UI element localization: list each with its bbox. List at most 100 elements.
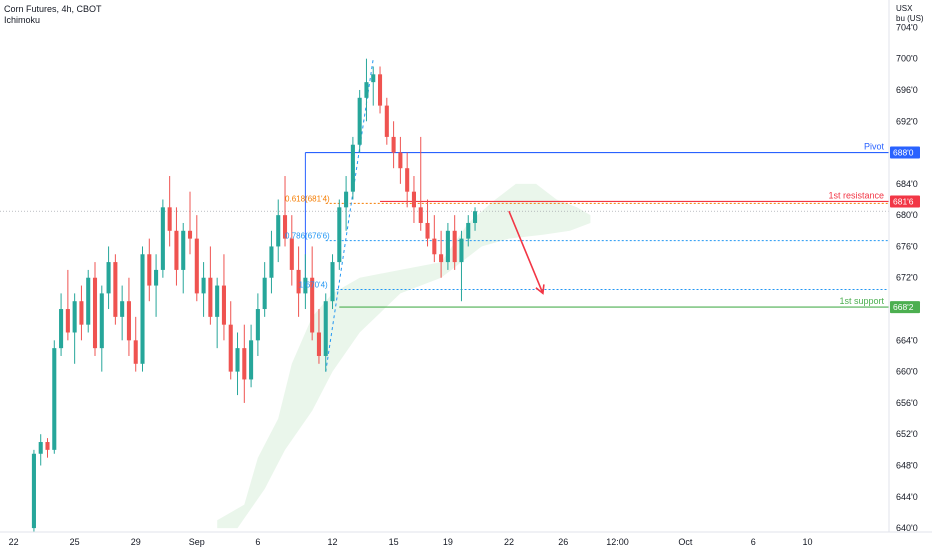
price-tag-text-0: 688'0 [893,148,914,158]
price-tags-layer: 688'0 681'6 668'2 [890,146,920,314]
candle-body-49 [364,82,369,98]
y-tick-label-5: 684'0 [896,179,918,189]
candle-body-58 [425,222,430,239]
level-name-0: Pivot [864,142,885,152]
candle-body-9 [92,277,98,349]
candle-body-14 [126,301,131,341]
candle-body-31 [242,348,247,380]
price-axis[interactable]: 704'0 700'0 696'0 692'0 688'0 684'0 680'0 676'0… [896,22,918,533]
x-tick-label-5: 12 [328,537,338,547]
y-tick-label-15: 644'0 [896,492,918,502]
candle-body-18 [154,269,159,286]
y-tick-label-0: 704'0 [896,22,918,32]
x-tick-label-1: 25 [70,537,80,547]
x-tick-label-13: 10 [803,537,813,547]
symbol-title[interactable]: Corn Futures, 4h, CBOT [4,4,102,14]
labels-layer: Pivot 1st resistance 1st support 0.618(681'… [285,142,884,307]
candle-body-47 [350,144,355,192]
x-tick-label-7: 19 [443,537,453,547]
currency-line1: USX [896,4,913,13]
x-tick-label-2: 29 [131,537,141,547]
candle-body-10 [99,293,104,349]
candle-body-39 [296,269,301,294]
candle-body-43 [323,301,328,356]
candle-body-63 [459,238,464,263]
x-tick-label-10: 12:00 [606,537,629,547]
candle-body-48 [357,97,362,145]
candle-body-45 [337,207,342,263]
chart-header: Corn Futures, 4h, CBOT Ichimoku [4,4,102,26]
candle-body-61 [445,230,450,263]
candle-body-41 [310,277,315,333]
y-tick-label-8: 672'0 [896,273,918,283]
candle-body-13 [120,301,125,317]
candle-body-59 [432,238,437,255]
candle-body-15 [133,340,138,364]
candles-layer [31,58,478,532]
price-tag-bg-1 [890,195,920,208]
x-tick-label-6: 15 [389,537,399,547]
x-tick-label-0: 22 [9,537,19,547]
y-tick-label-1: 700'0 [896,54,918,64]
candle-body-35 [269,246,274,278]
candle-body-32 [249,340,254,380]
y-tick-label-2: 696'0 [896,85,918,95]
indicator-label[interactable]: Ichimoku [4,15,41,25]
candle-body-12 [113,262,118,317]
x-tick-label-3: Sep [189,537,205,547]
y-tick-label-16: 640'0 [896,523,918,533]
candle-body-33 [255,309,260,341]
level-name-1: 1st resistance [828,190,884,200]
candle-body-21 [174,230,179,270]
price-tag-bg-2 [890,301,920,314]
candle-body-23 [187,230,193,239]
candle-body-28 [221,285,226,325]
candle-body-29 [228,324,233,372]
candle-body-24 [194,238,199,294]
candle-body-56 [411,191,416,208]
level-name-2: 1st support [839,296,884,306]
price-tag-text-1: 681'6 [893,196,914,206]
y-tick-label-12: 656'0 [896,398,918,408]
candle-body-42 [316,332,321,356]
candle-body-62 [452,230,457,263]
candle-body-2 [45,442,50,450]
candle-body-54 [398,152,403,169]
x-tick-label-4: 6 [255,537,260,547]
x-tick-label-11: Oct [678,537,693,547]
y-tick-label-3: 692'0 [896,116,918,126]
candle-body-19 [160,207,165,270]
level-lines-layer [0,58,889,372]
candle-body-44 [330,262,335,302]
y-tick-label-7: 676'0 [896,241,918,251]
candle-body-26 [208,277,213,317]
fib-label-1: 0.786(676'6) [285,232,330,241]
y-tick-label-10: 664'0 [896,335,918,345]
fib-label-0: 0.618(681'4) [285,194,330,203]
y-tick-label-14: 648'0 [896,461,918,471]
candle-body-34 [262,277,267,310]
fib-label-2: 1(670'4) [299,280,328,289]
time-axis[interactable]: 22 25 29 Sep 6 12 15 19 22 26 12:00 Oct 6 10 [9,537,813,547]
candle-body-57 [418,207,423,223]
candle-body-16 [140,254,145,364]
candle-body-52 [384,105,389,137]
candle-body-4 [59,309,64,349]
y-tick-label-11: 660'0 [896,367,918,377]
candle-body-27 [215,285,220,317]
x-tick-label-12: 6 [751,537,756,547]
candle-body-40 [303,277,308,294]
candle-body-20 [167,207,172,231]
currency-line2: bu (US) [896,14,924,23]
candle-body-64 [466,222,471,239]
candle-body-53 [391,136,396,153]
projection-arrow-head [535,284,545,295]
currency-unit[interactable]: USX bu (US) [896,4,924,24]
candle-body-30 [235,348,240,372]
projection-arrow-line [508,210,544,294]
candle-body-37 [282,215,288,239]
candle-body-55 [405,168,410,192]
candle-body-46 [344,191,349,208]
candle-body-0 [31,453,36,529]
